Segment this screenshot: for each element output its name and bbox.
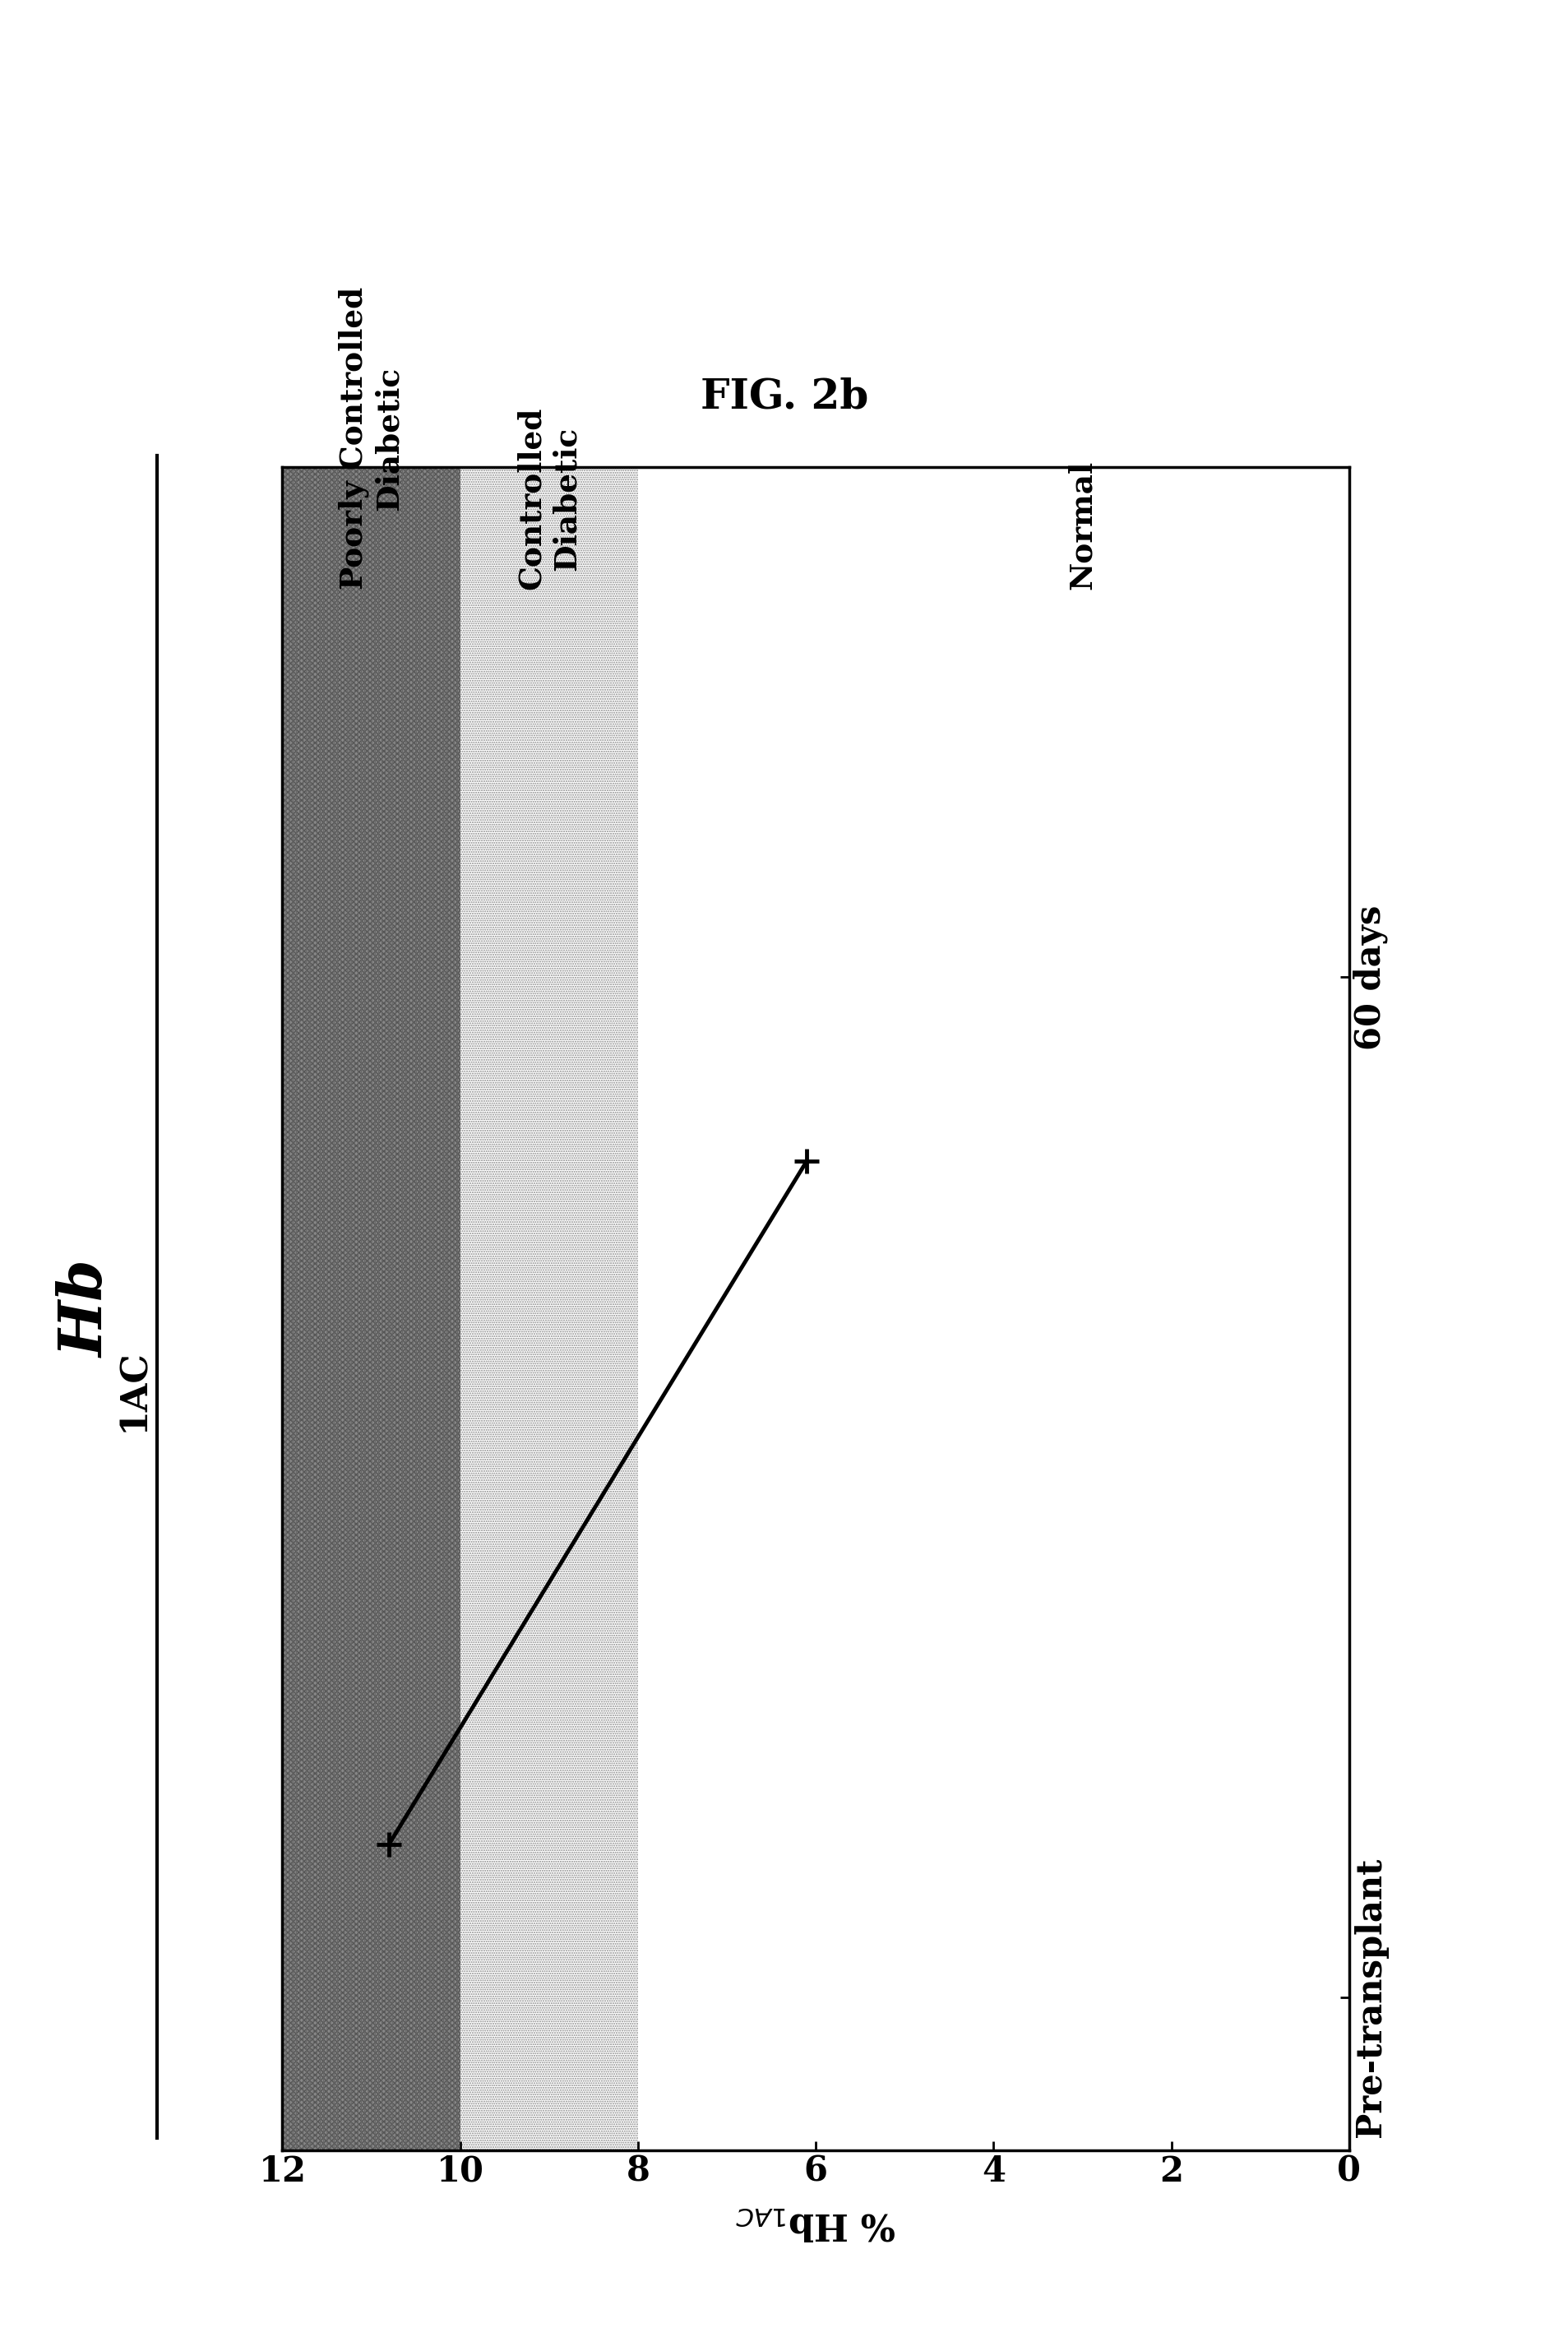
Text: Hb: Hb: [56, 1260, 116, 1358]
Text: 1AC: 1AC: [116, 1348, 151, 1433]
X-axis label: % Hb$_{1AC}$: % Hb$_{1AC}$: [735, 2206, 895, 2241]
Bar: [282, 0, 459, 2337]
Bar: [282, 0, 459, 2337]
Text: FIG. 2b: FIG. 2b: [699, 376, 869, 418]
Bar: [459, 0, 638, 2337]
Text: Controlled
Diabetic: Controlled Diabetic: [516, 407, 582, 589]
Text: Normal: Normal: [1066, 460, 1098, 589]
Text: Poorly Controlled
Diabetic: Poorly Controlled Diabetic: [339, 287, 405, 589]
